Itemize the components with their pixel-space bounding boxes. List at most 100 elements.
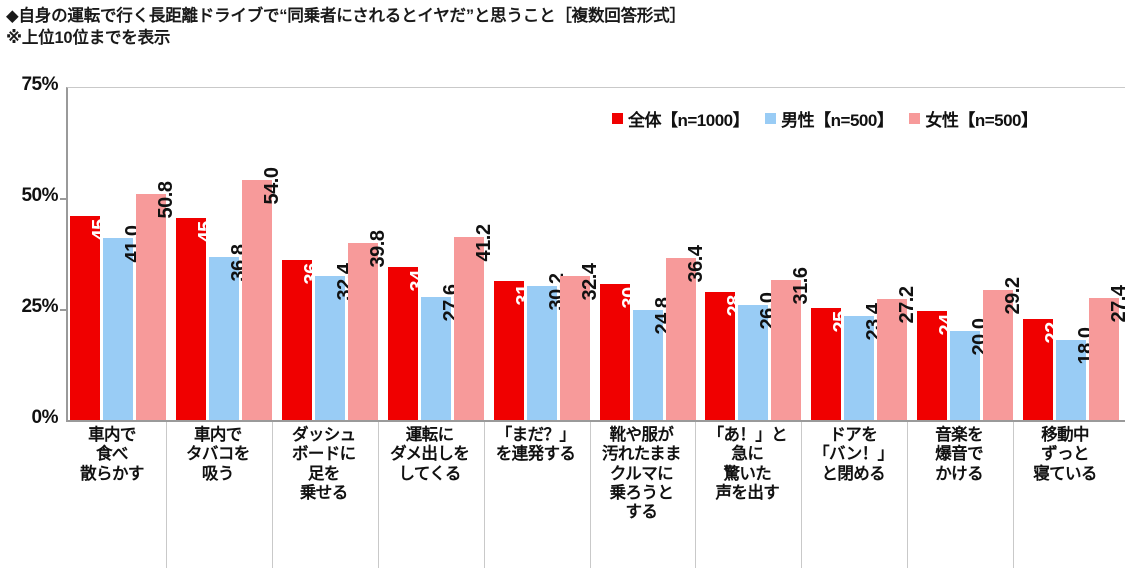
legend-item[interactable]: 男性【n=500】 [765,106,894,131]
category-separator [271,422,273,568]
y-axis-tick-label: 75% [21,74,58,95]
bar-group: 45.4 36.8 54.0 [175,87,283,420]
bar[interactable]: 27.4 [1089,286,1125,420]
category-label: 音楽を 爆音で かける [908,426,1010,484]
category-label-line: ダッシュ [291,426,356,444]
category-label-line: 吸う [201,464,234,483]
bar[interactable]: 41.2 [453,225,495,420]
bar[interactable]: 28.8 [705,280,746,420]
bar[interactable]: 36.4 [665,246,707,420]
category-label: 運転に ダメ出しを してくる [379,426,481,484]
bar[interactable]: 23.4 [844,304,885,420]
bar[interactable]: 24.8 [632,297,674,420]
bar[interactable]: 34.4 [387,255,429,420]
bar[interactable]: 18.0 [1056,328,1097,420]
category-label-line: ダメ出しを [390,445,470,464]
category-label-line: 爆音で [935,445,983,464]
bar-value-label: 24.6 [936,298,959,336]
bar-value-label: 30.6 [618,271,641,309]
category-label-line: ドアを [829,426,878,444]
bar-group: 36.1 32.4 39.8 [281,87,389,420]
category-label-line: と閉める [821,464,886,483]
plot-frame [66,87,1125,420]
bar-group: 34.4 27.6 41.2 [387,87,495,420]
category-label: 「あ！」と 急に 驚いた 声を出す [696,426,798,503]
category-label-line: してくる [398,464,461,483]
category-label-line: かける [935,464,983,483]
category-label-line: 「まだ？」 [495,426,576,444]
bar[interactable]: 30.6 [599,272,641,420]
bar-group: 31.3 30.2 32.4 [493,87,601,420]
x-axis-line [66,420,1125,422]
chart-title-line-2: ※上位10位までを表示 [6,28,171,47]
bar[interactable]: 27.2 [877,287,918,420]
bar-group: 28.8 26.0 31.6 [705,87,812,420]
category-label-line: 「バン！」 [813,445,894,464]
category-separator [907,422,909,568]
category-label: 車内で 食べ 散らかす [61,426,163,484]
category-label-line: 乗ろうと [609,483,674,502]
category-label-line: 声を出す [715,483,780,502]
category-label: ダッシュ ボードに 足を 乗せる [273,426,375,503]
bar[interactable]: 54.0 [241,168,283,420]
bar-value-label: 45.4 [194,205,217,243]
bar[interactable]: 31.6 [771,267,812,420]
category-separator [801,422,803,568]
y-axis-tick-label: 0% [31,407,59,428]
legend-swatch-icon [765,113,777,124]
category-label-line: 食べ [96,445,128,464]
bar[interactable]: 27.6 [420,285,462,420]
category-label-line: 急に [731,445,764,464]
bar[interactable]: 50.8 [136,182,177,420]
category-label-line: 驚いた [723,464,772,483]
bar-group: 24.6 20.0 29.2 [917,87,1024,420]
bar[interactable]: 32.4 [314,264,356,420]
legend-swatch-icon [612,113,623,124]
bar[interactable]: 25.3 [811,295,852,420]
bar-value-label: 22.7 [1042,306,1065,344]
legend-item[interactable]: 女性【n=500】 [909,106,1038,131]
bar[interactable]: 45.9 [70,204,111,420]
category-label: ドアを 「バン！」 と閉める [802,426,904,484]
category-label: 車内で タバコを 吸う [167,426,269,484]
legend-label: 女性【n=500】 [925,111,1038,130]
category-label-line: する [625,503,658,522]
bar[interactable]: 45.4 [175,206,217,420]
bar[interactable]: 26.0 [738,292,779,420]
bar[interactable]: 36.1 [281,247,323,420]
category-label: 「まだ？」 を連発する [485,426,587,465]
category-separator [377,422,379,568]
category-separator [1013,422,1015,568]
bar[interactable]: 30.2 [526,273,568,420]
legend-item[interactable]: 全体【n=1000】 [612,106,750,131]
bar-value-label: 45.9 [89,203,111,241]
y-axis-tick-mark [60,309,68,311]
category-label-line: を連発する [495,445,576,464]
category-label: 靴や服が 汚れたまま クルマに 乗ろうと する [591,426,693,522]
bar[interactable]: 39.8 [347,231,389,420]
category-label-line: ずっと [1041,445,1089,464]
bar[interactable]: 36.8 [208,244,250,420]
bar[interactable]: 22.7 [1023,307,1064,420]
bar-group: 30.6 24.8 36.4 [599,87,707,420]
bar[interactable]: 41.0 [103,226,144,420]
bar[interactable]: 29.2 [983,278,1024,420]
legend-label: 全体【n=1000】 [628,111,750,130]
category-separator [165,422,167,568]
bar[interactable]: 32.4 [559,264,601,420]
category-separator [589,422,591,568]
category-label-line: 車内で [193,426,242,444]
category-separator [695,422,697,568]
category-label-line: 車内で [88,426,136,444]
bar[interactable]: 24.6 [917,298,958,420]
category-label-line: 運転に [405,426,454,444]
category-label-line: 靴や服が [609,426,674,444]
category-label-line: 移動中 [1041,426,1089,444]
category-separator [483,422,485,568]
category-label-line: タバコを [186,445,250,464]
bars-layer: 45.9 41.0 50.8 45.4 36.8 54.0 36.1 32.4 39.8 34.4… [66,87,1125,420]
bar[interactable]: 31.3 [493,269,535,420]
bar[interactable]: 20.0 [950,319,991,420]
y-axis-tick-mark [60,198,68,200]
